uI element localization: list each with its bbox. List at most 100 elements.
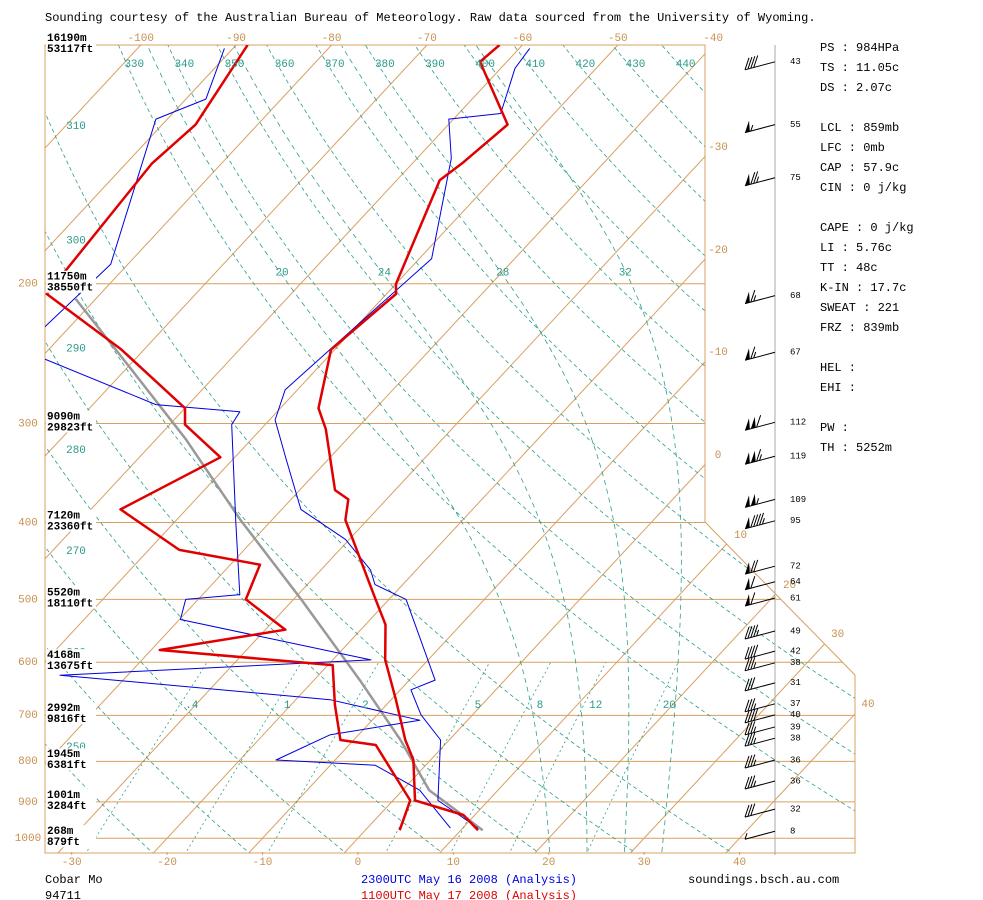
dry-adiabat-label: 360 [275,59,295,71]
level-height-m: 268m [47,826,74,838]
x-tick-label: 20 [542,857,555,869]
barb-feather [744,734,750,747]
barb-half [761,518,765,525]
barb-feather [750,576,756,589]
y-tick-label: 600 [18,657,38,669]
isotherm-label: -30 [708,142,728,154]
dry-adiabat-label: 270 [66,546,86,558]
wind-speed-label: 109 [790,495,806,505]
barb-feather [747,56,753,70]
wind-barb [744,415,776,431]
x-tick-label: 10 [447,857,460,869]
barb-half [756,176,760,183]
barb-pennant [745,120,750,133]
barb-staff [744,830,776,840]
wind-barb [744,592,776,607]
barb-pennant [745,452,750,465]
station-name: Cobar Mo [45,873,103,887]
wind-barb [744,624,776,640]
level-box [46,748,96,771]
wind-speed-label: 37 [790,699,801,709]
dry-adiabat-label: 440 [676,59,696,71]
barb-feather [747,626,753,639]
moist-adiabat-label: 20 [275,267,288,279]
barb-feather [753,708,759,721]
level-height-ft: 23360ft [47,521,93,533]
dry-adiabat-label: 310 [66,121,86,133]
barb-feather [750,775,756,788]
wind-speed-label: 112 [790,418,806,428]
stat: LFC : 0mb [820,141,885,155]
wind-barb [744,754,776,769]
isotherm-label: -50 [608,33,628,45]
isotherm-label: -40 [703,33,723,45]
barb-staff [744,630,776,640]
x-tick-label: -30 [62,857,82,869]
profiles [45,45,531,832]
dry-adiabat-label: 380 [375,59,395,71]
barb-staff [744,650,776,660]
barb-staff [744,759,776,769]
isotherm-label: -20 [708,245,728,257]
moist-adiabat [233,45,588,852]
barb-staff [744,682,776,692]
y-tick-label: 700 [18,710,38,722]
dry-adiabat-label: 400 [475,59,495,71]
mixing-ratio-label: .4 [185,700,199,712]
barb-staff [744,780,776,790]
wind-barb [744,493,776,508]
level-height-ft: 3284ft [47,801,87,813]
dry-adiabat [45,45,446,853]
stat: HEL : [820,361,856,375]
level-height-m: 5520m [47,587,80,599]
barb-half [744,833,748,840]
y-tick-label: 500 [18,594,38,606]
mixing-ratio-line [585,662,679,853]
wind-barb [744,559,776,575]
level-height-ft: 9816ft [47,714,87,726]
isotherm-label: 30 [831,629,844,641]
barb-pennant [750,416,756,429]
stat: CAP : 57.9c [820,161,899,175]
level-height-m: 16190m [47,33,87,45]
barb-half [753,351,757,359]
barb-feather [747,657,753,671]
wind-speed-label: 68 [790,291,801,301]
dry-adiabat [266,45,855,853]
level-height-m: 9090m [47,411,80,423]
barb-feather [753,559,759,573]
barb-feather [750,645,756,658]
barb-staff [744,714,776,724]
moist-adiabat [476,45,682,853]
barb-feather [753,514,759,527]
wind-speed-label: 119 [790,452,806,462]
barb-pennant [750,450,756,463]
barb-half [753,662,757,669]
isotherm-label: -100 [128,33,154,45]
barb-staff [744,351,776,361]
wind-barb [744,732,776,747]
isotherm-label: -90 [226,33,246,45]
mixing-ratio-label: 5 [475,700,482,712]
barb-half [756,498,760,505]
barb-staff [744,498,776,508]
wind-speed-label: 67 [790,348,801,358]
level-height-m: 7120m [47,510,80,522]
mixing-ratio-label: 20 [663,700,676,712]
mixing-ratio-line [449,662,552,853]
barb-feather [744,776,750,790]
wind-barb [744,449,776,465]
barb-feather [744,626,750,640]
stat: CIN : 0 j/kg [820,181,906,195]
stat: PS : 984HPa [820,41,899,55]
wind-speed-label: 72 [790,562,801,572]
barb-staff [744,177,776,187]
wind-barb [744,289,776,305]
wind-barb [744,346,776,361]
barb-feather [750,592,756,605]
level-height-ft: 53117ft [47,44,93,56]
level-height-m: 2992m [47,703,80,715]
isotherm [45,45,237,853]
isotherm-label: 0 [715,450,722,462]
